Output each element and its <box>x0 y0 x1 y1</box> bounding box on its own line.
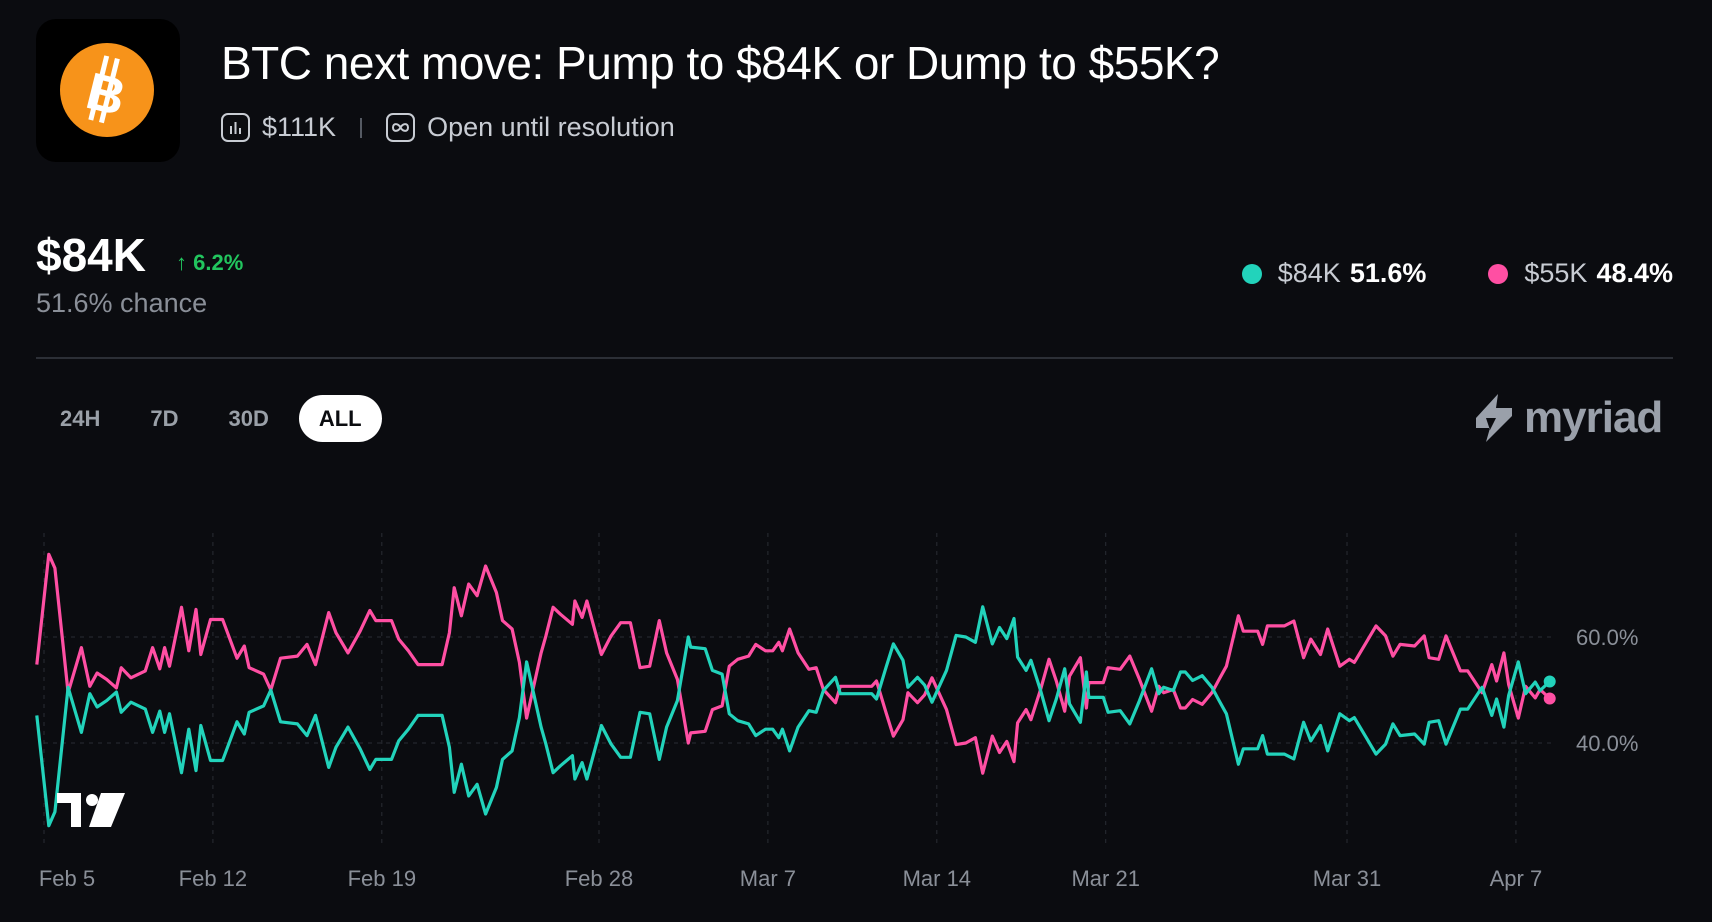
x-tick-label: Feb 19 <box>348 866 417 891</box>
status-text: Open until resolution <box>427 112 675 142</box>
time-range-tabs: 24H 7D 30D ALL <box>40 395 392 442</box>
x-tick-label: Mar 31 <box>1313 866 1381 891</box>
leading-outcome-price: $84K <box>36 229 146 281</box>
tab-24h[interactable]: 24H <box>60 406 101 431</box>
x-tick-label: Mar 7 <box>740 866 796 891</box>
tab-all[interactable]: ALL <box>298 395 382 442</box>
legend-name: $55K <box>1524 258 1588 288</box>
volume-value: $111K <box>262 112 337 142</box>
bitcoin-logo: B <box>60 43 154 137</box>
x-tick-label: Feb 12 <box>179 866 248 891</box>
legend-percent: 51.6% <box>1349 258 1427 288</box>
series-line-55k[interactable] <box>35 552 1551 775</box>
y-tick-label: 60.0% <box>1576 625 1638 650</box>
meta-separator <box>360 117 363 138</box>
legend-percent: 48.4% <box>1596 258 1673 288</box>
market-title: BTC next move: Pump to $84K or Dump to $… <box>221 37 1220 89</box>
myriad-mark-icon <box>1476 394 1512 442</box>
x-tick-label: Apr 7 <box>1490 866 1543 891</box>
series-end-marker <box>1543 675 1556 688</box>
infinity-icon <box>386 113 416 142</box>
market-meta: $111K Open until resolution <box>221 112 675 143</box>
legend-item-84k: $84K 51.6% <box>1241 258 1427 289</box>
legend-name: $84K <box>1277 258 1341 288</box>
volume-icon <box>221 113 250 142</box>
x-tick-label: Feb 28 <box>565 866 634 891</box>
legend-item-55k: $55K 48.4% <box>1488 258 1673 289</box>
legend-dot <box>1488 263 1509 284</box>
y-tick-label: 40.0% <box>1576 731 1638 756</box>
price-change: ↑ 6.2% <box>176 250 244 275</box>
myriad-logo: myriad <box>1472 392 1663 444</box>
tab-30d[interactable]: 30D <box>228 406 269 431</box>
legend-dot <box>1241 263 1262 284</box>
series-end-marker <box>1543 692 1556 705</box>
divider <box>36 357 1673 359</box>
series-line-84k[interactable] <box>35 605 1551 828</box>
x-tick-label: Mar 14 <box>903 866 971 891</box>
tradingview-logo <box>57 793 125 827</box>
chart-legend: $84K 51.6% $55K 48.4% <box>1180 258 1673 289</box>
probability-chart[interactable]: Feb 5 Feb 12 Feb 19 Feb 28 Mar 7 Mar 14 Mar 21… <box>0 520 1712 920</box>
brand-name: myriad <box>1524 393 1663 442</box>
chance-text: 51.6% chance <box>36 288 208 318</box>
market-icon: B <box>36 19 180 162</box>
x-tick-label: Mar 21 <box>1071 866 1139 891</box>
x-tick-label: Feb 5 <box>39 866 95 891</box>
tab-7d[interactable]: 7D <box>150 406 179 431</box>
